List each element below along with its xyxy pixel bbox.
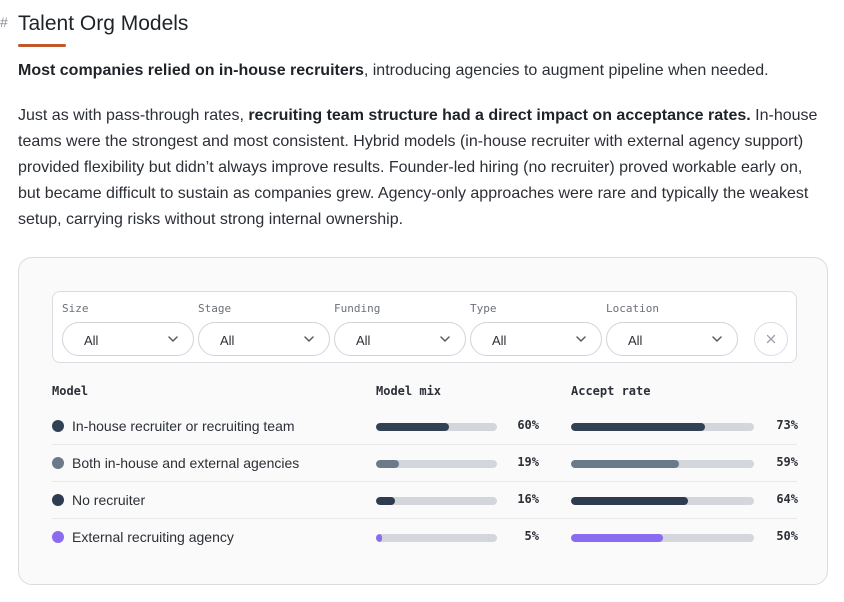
model-name: Both in-house and external agencies xyxy=(72,455,300,471)
filter-label-stage: Stage xyxy=(198,302,232,315)
model-mix-value: 16% xyxy=(517,492,539,506)
chevron-down-icon xyxy=(168,336,178,342)
model-name: In-house recruiter or recruiting team xyxy=(72,418,295,434)
series-color-dot xyxy=(52,531,64,543)
accept-rate-bar xyxy=(571,423,754,431)
model-mix-fill xyxy=(376,497,396,505)
model-mix-fill xyxy=(376,423,449,431)
table-row: In-house recruiter or recruiting team 60… xyxy=(52,408,798,445)
stage-select[interactable]: All xyxy=(198,322,330,356)
model-mix-value: 5% xyxy=(524,529,539,543)
funding-select[interactable]: All xyxy=(334,322,466,356)
intro-rest: , introducing agencies to augment pipeli… xyxy=(363,62,769,79)
table-row: External recruiting agency 5% 50% xyxy=(52,519,798,556)
model-mix-value: 19% xyxy=(517,455,539,469)
column-header-accept-rate: Accept rate xyxy=(571,384,651,398)
filter-bar: Size All Stage All Funding All Type All xyxy=(52,291,797,363)
clear-filters-button[interactable] xyxy=(754,322,788,356)
type-select-value: All xyxy=(492,333,507,348)
size-select-value: All xyxy=(84,333,99,348)
section-title: Talent Org Models xyxy=(18,12,189,35)
intro-bold: Most companies relied on in-house recrui… xyxy=(18,62,364,79)
chevron-down-icon xyxy=(712,336,722,342)
body-bold: recruiting team structure had a direct i… xyxy=(248,107,751,124)
accept-rate-bar xyxy=(571,460,754,468)
model-mix-bar xyxy=(376,534,497,542)
body-pre: Just as with pass-through rates, xyxy=(18,107,249,124)
title-underline xyxy=(18,44,66,47)
chevron-down-icon xyxy=(440,336,450,342)
model-mix-fill xyxy=(376,534,383,542)
stage-select-value: All xyxy=(220,333,235,348)
row-divider xyxy=(52,481,797,482)
heading-anchor-icon: # xyxy=(0,14,8,30)
column-header-model: Model xyxy=(52,384,89,398)
accept-rate-value: 64% xyxy=(776,492,798,506)
series-color-dot xyxy=(52,420,64,432)
close-icon xyxy=(766,334,776,344)
location-select[interactable]: All xyxy=(606,322,738,356)
model-mix-value: 60% xyxy=(517,418,539,432)
intro-paragraph: Most companies relied on in-house recrui… xyxy=(18,58,818,84)
accept-rate-fill xyxy=(571,460,679,468)
type-select[interactable]: All xyxy=(470,322,602,356)
model-mix-bar xyxy=(376,423,497,431)
filter-label-funding: Funding xyxy=(334,302,381,315)
chevron-down-icon xyxy=(576,336,586,342)
row-divider xyxy=(52,444,797,445)
table-row: No recruiter 16% 64% xyxy=(52,482,798,519)
accept-rate-fill xyxy=(571,534,663,542)
funding-select-value: All xyxy=(356,333,371,348)
accept-rate-value: 50% xyxy=(776,529,798,543)
model-mix-bar xyxy=(376,497,497,505)
org-model-card: Size All Stage All Funding All Type All xyxy=(18,257,828,585)
model-mix-fill xyxy=(376,460,399,468)
model-name: No recruiter xyxy=(72,492,146,508)
filter-label-location: Location xyxy=(606,302,659,315)
accept-rate-value: 59% xyxy=(776,455,798,469)
location-select-value: All xyxy=(628,333,643,348)
accept-rate-bar xyxy=(571,534,754,542)
table-row: Both in-house and external agencies 19% … xyxy=(52,445,798,482)
accept-rate-fill xyxy=(571,423,705,431)
series-color-dot xyxy=(52,457,64,469)
row-divider xyxy=(52,518,797,519)
size-select[interactable]: All xyxy=(62,322,194,356)
accept-rate-value: 73% xyxy=(776,418,798,432)
model-name: External recruiting agency xyxy=(72,529,234,545)
model-mix-bar xyxy=(376,460,497,468)
body-post: In-house teams were the strongest and mo… xyxy=(18,107,818,228)
accept-rate-fill xyxy=(571,497,689,505)
chevron-down-icon xyxy=(304,336,314,342)
filter-label-size: Size xyxy=(62,302,89,315)
body-paragraph: Just as with pass-through rates, recruit… xyxy=(18,103,818,233)
filter-label-type: Type xyxy=(470,302,497,315)
column-header-model-mix: Model mix xyxy=(376,384,442,398)
series-color-dot xyxy=(52,494,64,506)
accept-rate-bar xyxy=(571,497,754,505)
